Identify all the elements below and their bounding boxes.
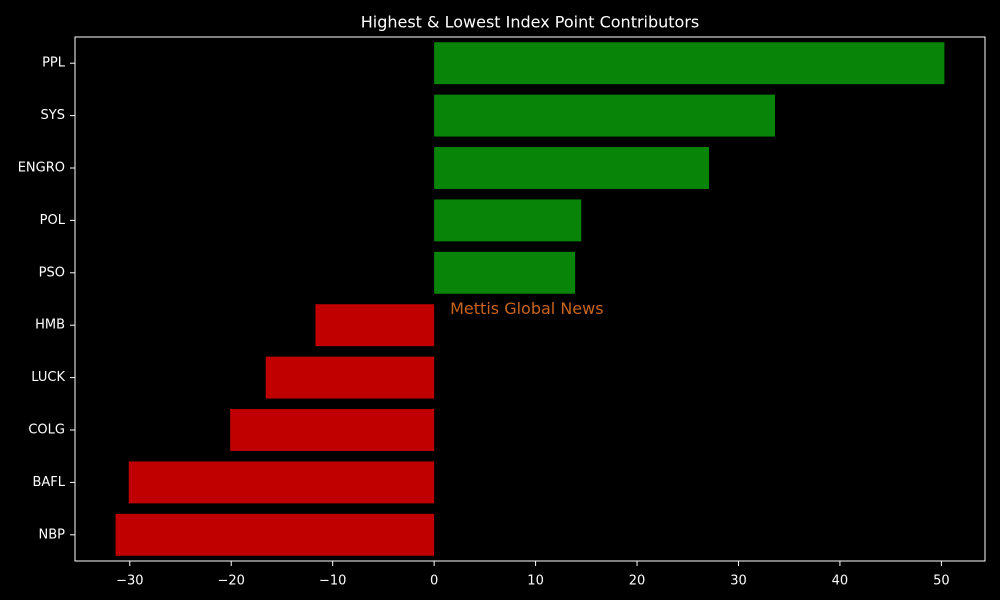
chart-title: Highest & Lowest Index Point Contributor… [361,13,700,32]
y-tick-label: PPL [42,56,66,71]
y-tick-label: POL [40,213,66,228]
bar [434,199,582,242]
x-tick-label: 10 [527,574,544,589]
x-tick-label: 30 [730,574,747,589]
y-tick-label: COLG [28,423,65,438]
x-tick-label: 50 [933,574,950,589]
y-tick-label: LUCK [31,370,65,385]
bar [434,94,775,137]
x-tick-label: 20 [629,574,646,589]
bar [315,304,435,347]
y-tick-label: BAFL [32,475,65,490]
bar [115,513,435,556]
bar [230,409,435,451]
annotation: Mettis Global News [450,299,603,318]
bar [434,42,945,85]
y-tick-label: HMB [35,318,65,333]
y-tick-label: PSO [39,265,65,280]
x-tick-label: 0 [430,574,438,589]
x-tick-label: −30 [116,574,143,589]
bar [434,251,576,294]
y-tick-label: ENGRO [18,161,65,176]
bar [434,147,710,189]
x-tick-label: 40 [832,574,849,589]
y-tick-label: NBP [39,527,66,542]
y-tick-label: SYS [41,108,65,123]
bar [265,356,435,399]
plot-frame [74,36,986,562]
bar [128,461,435,504]
x-tick-label: −10 [319,574,346,589]
x-tick-label: −20 [218,574,245,589]
